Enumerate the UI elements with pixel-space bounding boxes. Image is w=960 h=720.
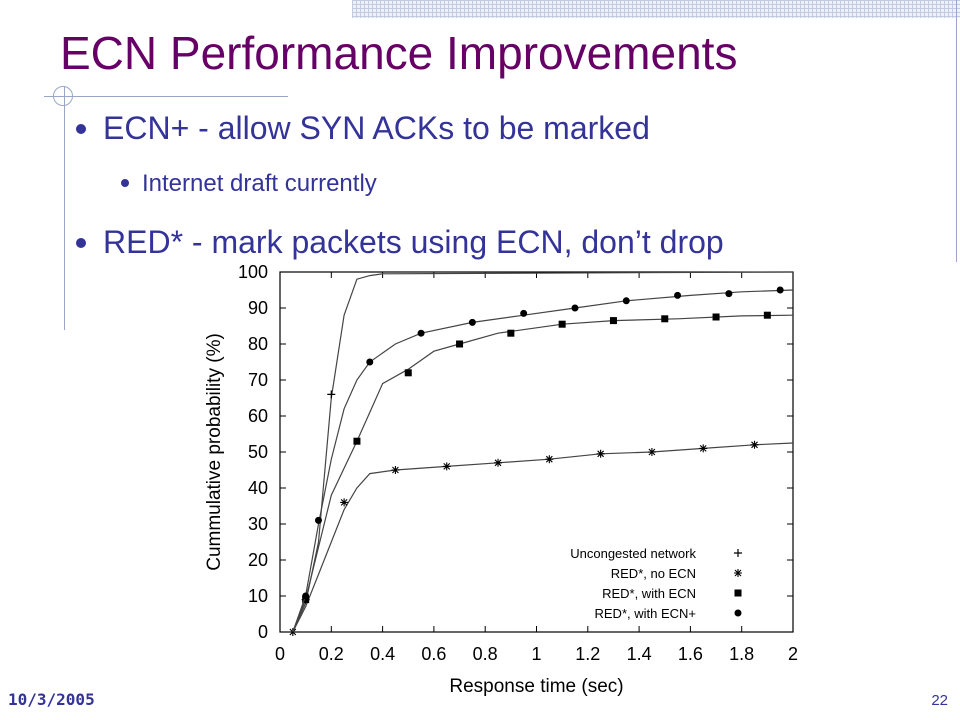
y-tick-label: 60 bbox=[248, 406, 268, 426]
series-line-red-no-ecn bbox=[292, 442, 794, 633]
series-point-red-with-ecn bbox=[609, 317, 617, 325]
decorative-vertical-line-left bbox=[64, 86, 65, 330]
bullet-text: ECN+ - allow SYN ACKs to be marked bbox=[103, 110, 650, 146]
series-point-red-no-ecn bbox=[340, 498, 349, 507]
series-point-red-with-ecn-plus bbox=[674, 291, 682, 299]
bullet-text: RED* - mark packets using ECN, don’t dro… bbox=[103, 224, 724, 260]
series-point-red-with-ecn-plus bbox=[366, 358, 374, 366]
legend-marker bbox=[734, 569, 742, 577]
bullet-dot bbox=[76, 124, 86, 134]
x-tick-label: 0.4 bbox=[370, 644, 395, 664]
legend-marker bbox=[734, 549, 742, 557]
y-axis-label: Cummulative probability (%) bbox=[204, 333, 225, 571]
plot-frame bbox=[279, 271, 794, 633]
series-line-unconnected-network bbox=[292, 271, 794, 633]
series-point-red-with-ecn bbox=[302, 596, 310, 604]
x-tick-label: 1.8 bbox=[729, 644, 754, 664]
series-point-unconnected-network bbox=[327, 390, 336, 399]
legend-label: Uncongested network bbox=[570, 546, 696, 561]
y-tick-label: 30 bbox=[248, 514, 268, 534]
legend-label: RED*, with ECN bbox=[602, 586, 696, 601]
bullet-red-star: RED* - mark packets using ECN, don’t dro… bbox=[76, 224, 724, 261]
slide-title: ECN Performance Improvements bbox=[60, 27, 738, 79]
y-tick-label: 20 bbox=[248, 550, 268, 570]
series-point-red-with-ecn bbox=[558, 320, 566, 328]
x-tick-label: 1.4 bbox=[627, 644, 652, 664]
footer-date: 10/3/2005 bbox=[8, 690, 95, 709]
series-point-red-no-ecn bbox=[596, 449, 605, 458]
x-tick-label: 1.6 bbox=[678, 644, 703, 664]
x-tick-label: 0 bbox=[275, 644, 285, 664]
series-point-red-with-ecn-plus bbox=[417, 329, 425, 337]
legend-marker bbox=[734, 609, 742, 617]
decorative-circle bbox=[53, 86, 73, 106]
legend-label: RED*, no ECN bbox=[611, 566, 696, 581]
y-tick-label: 90 bbox=[248, 298, 268, 318]
series-point-red-with-ecn bbox=[456, 340, 464, 348]
x-tick-label: 0.8 bbox=[473, 644, 498, 664]
series-point-red-no-ecn bbox=[545, 455, 554, 464]
x-tick-label: 0.2 bbox=[319, 644, 344, 664]
y-tick-label: 100 bbox=[238, 262, 268, 282]
series-point-red-with-ecn bbox=[763, 311, 771, 319]
series-point-red-with-ecn-plus bbox=[468, 318, 476, 326]
x-tick-label: 1.2 bbox=[575, 644, 600, 664]
series-point-red-with-ecn-plus bbox=[622, 297, 630, 305]
x-axis-label: Response time (sec) bbox=[449, 676, 623, 697]
series-point-red-with-ecn bbox=[404, 369, 412, 377]
legend-marker bbox=[734, 589, 742, 597]
y-tick-label: 0 bbox=[258, 622, 268, 642]
series-point-red-with-ecn-plus bbox=[520, 309, 528, 317]
series-point-red-no-ecn bbox=[647, 448, 656, 456]
decorative-grid-band bbox=[352, 0, 960, 18]
series-line-red-with-ecn bbox=[292, 314, 794, 633]
bullet-ecn-plus: ECN+ - allow SYN ACKs to be marked bbox=[76, 110, 650, 147]
series-point-red-no-ecn bbox=[699, 444, 708, 453]
decorative-vertical-line-right bbox=[956, 0, 957, 262]
y-tick-label: 10 bbox=[248, 586, 268, 606]
series-point-red-with-ecn bbox=[712, 313, 720, 321]
y-tick-label: 50 bbox=[248, 442, 268, 462]
series-line-red-with-ecn-plus bbox=[292, 289, 794, 633]
decorative-horizontal-line bbox=[44, 96, 288, 97]
series-point-red-with-ecn-plus bbox=[314, 516, 322, 524]
series-point-red-with-ecn bbox=[353, 437, 361, 445]
series-point-red-with-ecn-plus bbox=[571, 304, 579, 312]
series-point-red-no-ecn bbox=[391, 466, 400, 474]
series-point-red-with-ecn-plus bbox=[776, 286, 784, 294]
y-tick-label: 40 bbox=[248, 478, 268, 498]
series-point-red-with-ecn bbox=[661, 315, 669, 323]
series-point-red-with-ecn-plus bbox=[725, 290, 733, 298]
series-point-red-no-ecn bbox=[750, 440, 759, 449]
y-tick-label: 80 bbox=[248, 334, 268, 354]
series-point-red-no-ecn bbox=[494, 458, 503, 467]
bullet-text: Internet draft currently bbox=[142, 170, 377, 197]
x-tick-label: 0.6 bbox=[421, 644, 446, 664]
series-point-red-no-ecn bbox=[442, 462, 451, 471]
sub-bullet-internet-draft: Internet draft currently bbox=[121, 170, 377, 198]
x-tick-label: 2 bbox=[788, 644, 798, 664]
page-number: 22 bbox=[931, 692, 948, 709]
legend-label: RED*, with ECN+ bbox=[595, 606, 697, 621]
x-tick-label: 1 bbox=[531, 644, 541, 664]
bullet-dot bbox=[76, 238, 86, 248]
y-tick-label: 70 bbox=[248, 370, 268, 390]
series-point-red-with-ecn-plus bbox=[302, 592, 310, 600]
bullet-dot bbox=[121, 179, 129, 187]
series-point-red-with-ecn bbox=[507, 329, 515, 337]
